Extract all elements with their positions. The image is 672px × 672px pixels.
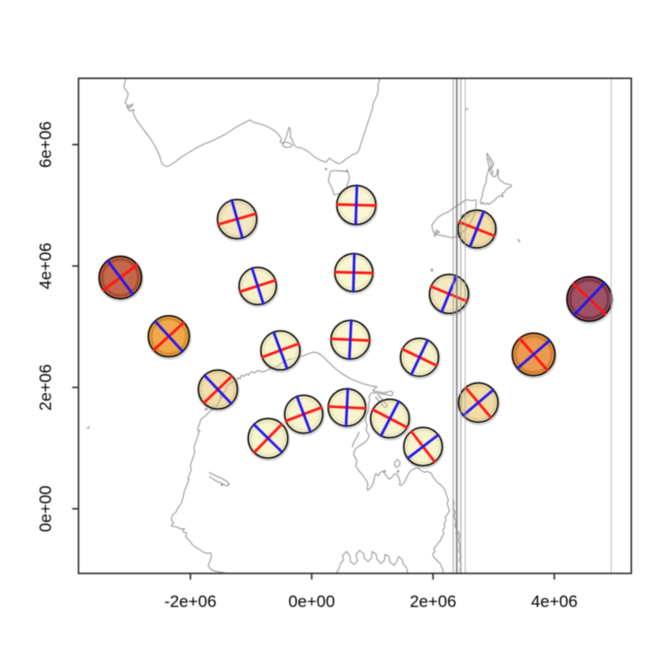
svg-text:2e+06: 2e+06 (410, 592, 457, 611)
svg-text:4e+06: 4e+06 (531, 592, 578, 611)
svg-text:0e+00: 0e+00 (288, 592, 335, 611)
svg-text:6e+06: 6e+06 (36, 121, 55, 168)
svg-text:4e+06: 4e+06 (36, 243, 55, 290)
svg-text:2e+06: 2e+06 (36, 364, 55, 411)
svg-text:-2e+06: -2e+06 (164, 592, 216, 611)
svg-text:0e+00: 0e+00 (36, 485, 55, 532)
